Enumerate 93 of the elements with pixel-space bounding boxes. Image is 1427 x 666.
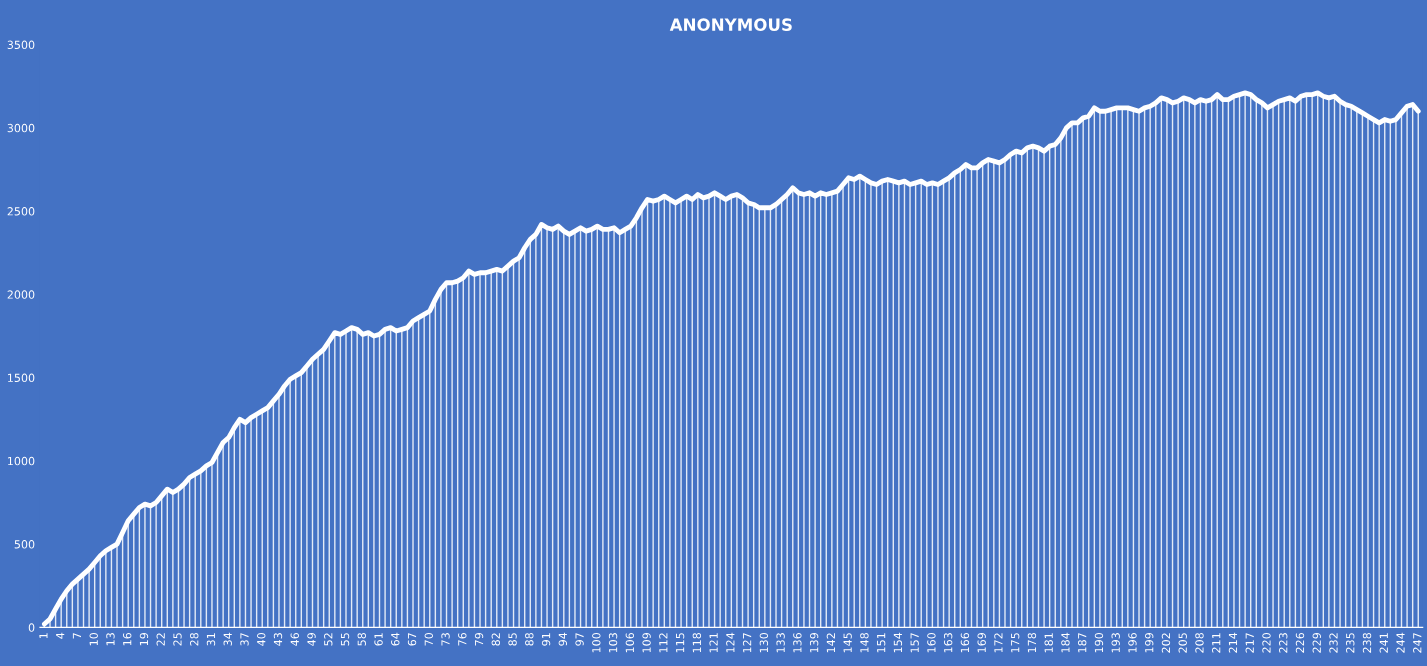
x-tick-label: 169 bbox=[977, 633, 986, 653]
x-tick-label: 97 bbox=[575, 633, 584, 646]
x-tick-label: 31 bbox=[206, 633, 216, 646]
x-tick-label: 55 bbox=[340, 633, 350, 646]
x-tick-label: 76 bbox=[458, 632, 467, 646]
x-tick-label: 88 bbox=[525, 632, 534, 646]
x-tick-label: 229 bbox=[1312, 633, 1321, 653]
x-tick-label: 4 bbox=[56, 632, 65, 639]
x-tick-label: 157 bbox=[910, 633, 919, 653]
x-tick-label: 112 bbox=[659, 633, 668, 653]
x-tick-label: 130 bbox=[759, 632, 769, 653]
line-series bbox=[41, 90, 1421, 627]
x-tick-label: 100 bbox=[592, 632, 601, 653]
x-tick-label: 205 bbox=[1178, 633, 1187, 653]
x-tick-label: 13 bbox=[106, 633, 115, 646]
x-tick-label: 127 bbox=[742, 633, 752, 653]
x-tick-label: 109 bbox=[642, 633, 651, 653]
x-tick-label: 67 bbox=[407, 633, 417, 646]
x-tick-label: 34 bbox=[223, 632, 232, 646]
y-tick-label: 500 bbox=[14, 540, 35, 549]
x-tick-label: 61 bbox=[374, 633, 383, 646]
x-tick-label: 214 bbox=[1228, 632, 1238, 653]
x-tick-label: 40 bbox=[257, 632, 266, 646]
x-tick-label: 139 bbox=[809, 633, 819, 653]
x-tick-label: 208 bbox=[1195, 632, 1204, 653]
x-tick-label: 121 bbox=[709, 633, 718, 653]
x-tick-label: 82 bbox=[491, 633, 501, 646]
x-tick-label: 1 bbox=[39, 633, 48, 639]
x-tick-label: 133 bbox=[776, 633, 785, 653]
x-tick-label: 7 bbox=[72, 633, 81, 639]
chart-title: ANONYMOUS bbox=[669, 18, 792, 31]
x-tick-label: 73 bbox=[441, 633, 450, 646]
x-tick-label: 223 bbox=[1279, 633, 1288, 653]
x-tick-label: 232 bbox=[1329, 633, 1338, 653]
x-tick-label: 28 bbox=[190, 632, 199, 646]
x-tick-label: 226 bbox=[1295, 632, 1305, 653]
x-tick-label: 235 bbox=[1346, 633, 1355, 653]
y-tick-label: 1000 bbox=[8, 456, 35, 466]
x-tick-label: 58 bbox=[357, 632, 366, 646]
x-tick-label: 52 bbox=[324, 633, 333, 646]
x-tick-label: 46 bbox=[290, 632, 299, 646]
x-tick-label: 244 bbox=[1396, 632, 1405, 653]
x-tick-label: 103 bbox=[608, 633, 618, 653]
x-tick-label: 70 bbox=[424, 632, 433, 646]
x-tick-label: 16 bbox=[123, 632, 132, 646]
x-tick-label: 238 bbox=[1362, 632, 1372, 653]
x-tick-label: 85 bbox=[508, 633, 517, 646]
x-tick-label: 124 bbox=[726, 632, 735, 653]
x-tick-label: 37 bbox=[240, 633, 249, 646]
y-tick-label: 0 bbox=[28, 623, 35, 632]
x-tick-label: 64 bbox=[391, 632, 400, 646]
x-tick-label: 49 bbox=[307, 633, 316, 646]
x-tick-label: 91 bbox=[541, 633, 551, 646]
x-tick-label: 79 bbox=[474, 633, 484, 646]
x-tick-label: 148 bbox=[860, 632, 869, 653]
x-tick-label: 178 bbox=[1027, 632, 1037, 653]
x-tick-label: 202 bbox=[1161, 633, 1171, 653]
x-tick-label: 181 bbox=[1044, 633, 1053, 653]
x-tick-label: 187 bbox=[1077, 633, 1087, 653]
x-tick-label: 190 bbox=[1094, 632, 1104, 653]
x-tick-label: 145 bbox=[843, 633, 852, 653]
x-tick-label: 199 bbox=[1145, 633, 1154, 653]
x-tick-label: 25 bbox=[173, 633, 182, 646]
x-tick-label: 172 bbox=[994, 633, 1003, 653]
y-tick-label: 2000 bbox=[7, 290, 35, 299]
x-tick-label: 10 bbox=[89, 632, 98, 646]
x-tick-label: 94 bbox=[558, 632, 568, 646]
y-tick-label: 1500 bbox=[8, 373, 35, 382]
x-tick-label: 19 bbox=[139, 633, 149, 646]
y-tick-label: 3500 bbox=[7, 40, 35, 49]
x-tick-label: 154 bbox=[893, 632, 903, 653]
x-tick-label: 211 bbox=[1212, 633, 1221, 653]
x-tick-label: 118 bbox=[692, 632, 702, 653]
x-tick-label: 193 bbox=[1111, 633, 1120, 653]
x-tick-label: 43 bbox=[273, 633, 283, 646]
x-tick-label: 163 bbox=[943, 633, 953, 653]
x-tick-label: 106 bbox=[625, 632, 635, 653]
x-tick-label: 115 bbox=[676, 633, 685, 653]
x-tick-label: 217 bbox=[1245, 633, 1254, 653]
x-tick-label: 142 bbox=[826, 633, 835, 653]
x-tick-label: 220 bbox=[1262, 632, 1271, 653]
x-tick-label: 184 bbox=[1061, 632, 1070, 653]
y-tick-label: 2500 bbox=[7, 207, 35, 216]
x-tick-label: 196 bbox=[1128, 632, 1137, 653]
x-tick-label: 166 bbox=[960, 632, 970, 653]
x-tick-label: 160 bbox=[927, 632, 936, 653]
x-tick-label: 136 bbox=[793, 632, 802, 653]
x-tick-label: 247 bbox=[1413, 633, 1422, 653]
y-tick-label: 3000 bbox=[7, 123, 35, 133]
x-tick-label: 241 bbox=[1379, 633, 1388, 653]
x-tick-label: 151 bbox=[877, 633, 886, 653]
x-tick-label: 175 bbox=[1011, 633, 1020, 653]
x-tick-label: 22 bbox=[156, 633, 165, 646]
